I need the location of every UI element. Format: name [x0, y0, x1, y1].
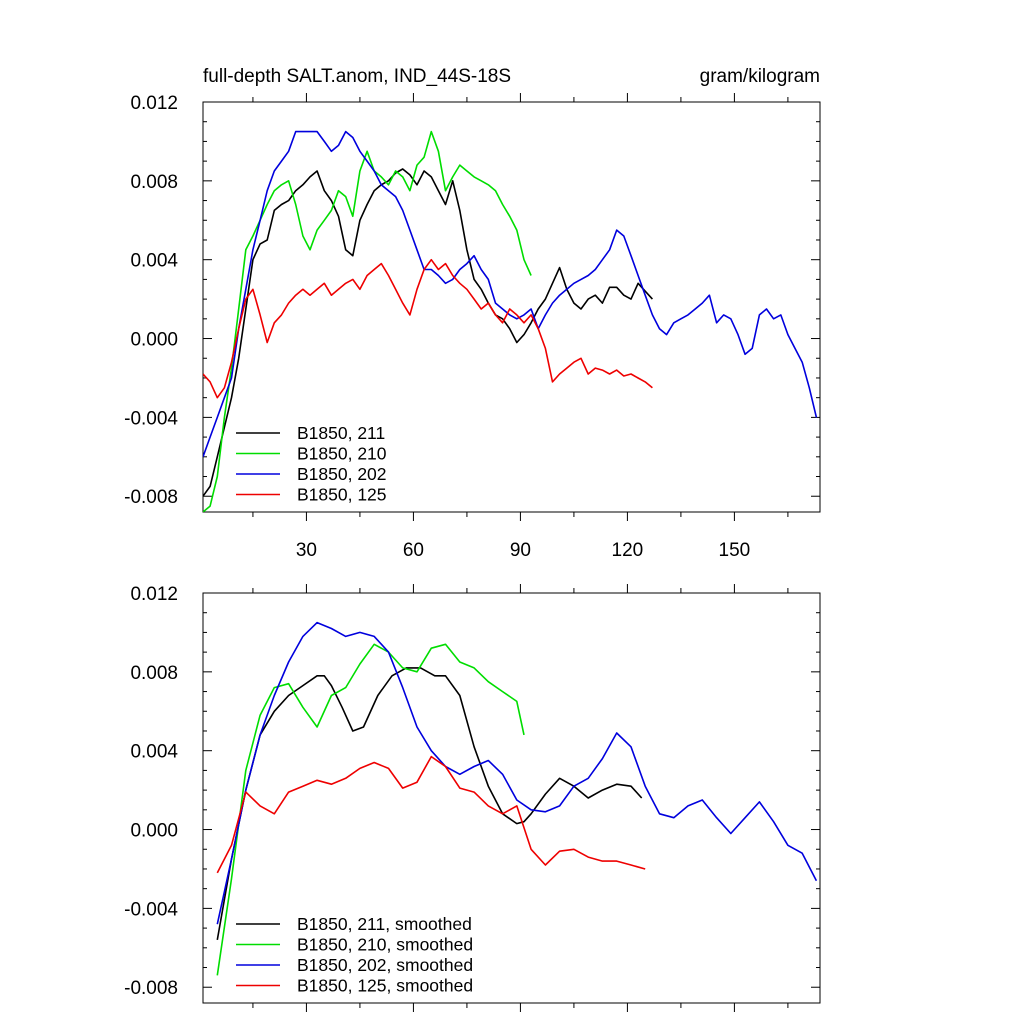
bottom-chart-panel: -0.008 -0.004 0.000 0.004 0.008 0.012 B1850, 2…: [124, 584, 821, 1012]
legend-label: B1850, 202: [297, 464, 387, 484]
y-tick-label: 0.012: [130, 93, 178, 114]
y-tick-label: -0.008: [124, 978, 178, 999]
y-tick-label: 0.008: [130, 172, 178, 193]
x-tick-label: 120: [612, 540, 644, 561]
series-line-2: [203, 130, 532, 512]
series-line-4: [203, 258, 653, 399]
y-tick-label: -0.004: [124, 408, 178, 429]
legend-label: B1850, 125: [297, 485, 387, 505]
y-tick-label: -0.008: [124, 487, 178, 508]
y-tick-label: 0.012: [130, 584, 178, 605]
series-line-1: [216, 667, 643, 941]
figure-title-right: gram/kilogram: [700, 66, 820, 87]
legend-label: B1850, 202, smoothed: [297, 955, 473, 975]
legend-label: B1850, 210, smoothed: [297, 935, 473, 955]
plot-frame: [202, 101, 821, 513]
y-tick-label: 0.000: [130, 330, 178, 351]
series-line-3: [216, 621, 818, 925]
legend-label: B1850, 211: [297, 423, 385, 443]
y-tick-label: -0.004: [124, 899, 178, 920]
x-tick-label: 60: [403, 540, 424, 561]
figure-title-left: full-depth SALT.anom, IND_44S-18S: [203, 66, 511, 87]
series-line-2: [216, 643, 525, 976]
series-line-3: [203, 130, 818, 458]
legend-label: B1850, 210: [297, 444, 387, 464]
y-tick-label: 0.004: [130, 742, 178, 763]
x-tick-label: 30: [296, 540, 317, 561]
x-tick-label: 150: [719, 540, 751, 561]
y-tick-label: 0.008: [130, 663, 178, 684]
y-tick-label: 0.004: [130, 251, 178, 272]
top-chart-panel: -0.008 -0.004 0.000 0.004 0.008 0.012 30 60 90 12…: [124, 93, 821, 561]
series-line-1: [203, 168, 653, 497]
plot-frame: [202, 592, 821, 1004]
legend-label: B1850, 125, smoothed: [297, 976, 473, 996]
series-line-4: [216, 755, 646, 874]
legend-label: B1850, 211, smoothed: [297, 914, 472, 934]
x-tick-label: 90: [510, 540, 531, 561]
y-tick-label: 0.000: [130, 821, 178, 842]
